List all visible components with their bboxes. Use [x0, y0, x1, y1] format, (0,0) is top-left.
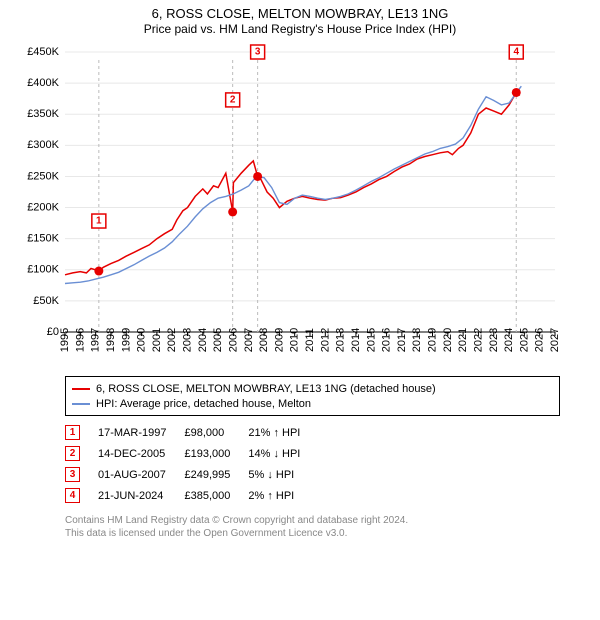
svg-text:2013: 2013 [335, 328, 347, 352]
svg-text:1998: 1998 [105, 328, 117, 352]
svg-text:2009: 2009 [273, 328, 285, 352]
svg-text:2012: 2012 [319, 328, 331, 352]
event-pct: 14% ↓ HPI [248, 443, 318, 464]
chart-plot-area: £0 £50K £100K £150K £200K £250K £300K £350K £400… [10, 42, 590, 372]
legend-row-property: 6, ROSS CLOSE, MELTON MOWBRAY, LE13 1NG … [72, 381, 553, 396]
legend: 6, ROSS CLOSE, MELTON MOWBRAY, LE13 1NG … [65, 376, 560, 416]
svg-text:2015: 2015 [365, 328, 377, 352]
svg-text:2: 2 [230, 94, 236, 105]
event-date: 01-AUG-2007 [98, 464, 184, 485]
svg-text:2005: 2005 [212, 328, 224, 352]
footer-line1: Contains HM Land Registry data © Crown c… [65, 514, 560, 527]
svg-text:2002: 2002 [166, 328, 178, 352]
svg-text:2022: 2022 [472, 328, 484, 352]
svg-text:2017: 2017 [396, 328, 408, 352]
event-price: £193,000 [184, 443, 248, 464]
legend-label-property: 6, ROSS CLOSE, MELTON MOWBRAY, LE13 1NG … [96, 383, 436, 395]
event-date: 17-MAR-1997 [98, 422, 184, 443]
svg-text:2024: 2024 [503, 328, 515, 352]
svg-text:2003: 2003 [182, 328, 194, 352]
event-pct: 21% ↑ HPI [248, 422, 318, 443]
footer-line2: This data is licensed under the Open Gov… [65, 527, 560, 540]
svg-text:4: 4 [513, 47, 519, 58]
footer-attribution: Contains HM Land Registry data © Crown c… [65, 514, 560, 540]
svg-text:2016: 2016 [381, 328, 393, 352]
svg-text:2000: 2000 [136, 328, 148, 352]
event-price: £385,000 [184, 485, 248, 506]
event-date: 21-JUN-2024 [98, 485, 184, 506]
event-pct: 5% ↓ HPI [248, 464, 318, 485]
svg-text:1: 1 [96, 216, 102, 227]
svg-text:£150K: £150K [27, 233, 59, 245]
svg-text:£350K: £350K [27, 108, 59, 120]
svg-text:2006: 2006 [227, 328, 239, 352]
legend-swatch-blue [72, 403, 90, 405]
event-badge: 1 [65, 425, 80, 440]
svg-text:2004: 2004 [197, 328, 209, 352]
legend-label-hpi: HPI: Average price, detached house, Melt… [96, 398, 311, 410]
svg-text:2026: 2026 [534, 328, 546, 352]
legend-row-hpi: HPI: Average price, detached house, Melt… [72, 396, 553, 411]
svg-text:2019: 2019 [427, 328, 439, 352]
svg-text:2021: 2021 [457, 328, 469, 352]
event-price: £98,000 [184, 422, 248, 443]
event-badge: 2 [65, 446, 80, 461]
svg-text:2001: 2001 [151, 328, 163, 352]
svg-text:£400K: £400K [27, 77, 59, 89]
event-date: 14-DEC-2005 [98, 443, 184, 464]
event-row: 3 01-AUG-2007£249,9955% ↓ HPI [65, 464, 318, 485]
svg-text:£200K: £200K [27, 201, 59, 213]
svg-text:2018: 2018 [411, 328, 423, 352]
title-block: 6, ROSS CLOSE, MELTON MOWBRAY, LE13 1NG … [10, 6, 590, 36]
svg-text:£250K: £250K [27, 170, 59, 182]
svg-text:£100K: £100K [27, 264, 59, 276]
svg-text:£450K: £450K [27, 46, 59, 58]
svg-text:2027: 2027 [549, 328, 561, 352]
legend-swatch-red [72, 388, 90, 390]
event-row: 2 14-DEC-2005£193,00014% ↓ HPI [65, 443, 318, 464]
events-table: 1 17-MAR-1997£98,00021% ↑ HPI 2 14-DEC-2005… [65, 422, 318, 506]
chart-title: 6, ROSS CLOSE, MELTON MOWBRAY, LE13 1NG [10, 6, 590, 21]
svg-text:£300K: £300K [27, 139, 59, 151]
event-badge: 3 [65, 467, 80, 482]
event-pct: 2% ↑ HPI [248, 485, 318, 506]
svg-text:1999: 1999 [120, 328, 132, 352]
svg-text:3: 3 [255, 47, 261, 58]
event-row: 1 17-MAR-1997£98,00021% ↑ HPI [65, 422, 318, 443]
event-row: 4 21-JUN-2024£385,0002% ↑ HPI [65, 485, 318, 506]
svg-text:£50K: £50K [33, 295, 59, 307]
svg-text:1996: 1996 [74, 328, 86, 352]
svg-text:2007: 2007 [243, 328, 255, 352]
svg-text:£0: £0 [47, 326, 59, 338]
chart-subtitle: Price paid vs. HM Land Registry's House … [10, 22, 590, 36]
svg-text:1995: 1995 [59, 328, 71, 352]
chart-container: 6, ROSS CLOSE, MELTON MOWBRAY, LE13 1NG … [0, 0, 600, 620]
svg-text:1997: 1997 [90, 328, 102, 352]
event-badge: 4 [65, 488, 80, 503]
svg-text:2008: 2008 [258, 328, 270, 352]
event-price: £249,995 [184, 464, 248, 485]
svg-text:2010: 2010 [289, 328, 301, 352]
line-chart-svg: £0 £50K £100K £150K £200K £250K £300K £350K £400… [10, 42, 570, 372]
svg-text:2025: 2025 [518, 328, 530, 352]
svg-text:2020: 2020 [442, 328, 454, 352]
svg-text:2014: 2014 [350, 328, 362, 352]
svg-text:2023: 2023 [488, 328, 500, 352]
